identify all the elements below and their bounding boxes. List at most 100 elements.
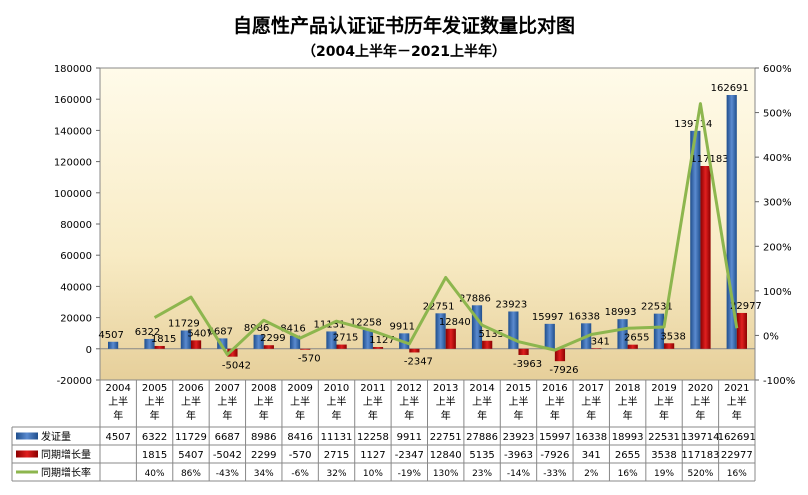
y-tick-label: 0 bbox=[86, 345, 92, 356]
chart-subtitle: （2004上半年－2021上半年） bbox=[302, 43, 506, 60]
issued-bar-label: 27886 bbox=[459, 293, 491, 304]
table-cell: -43% bbox=[216, 469, 240, 479]
issued-bar-label: 162691 bbox=[711, 83, 749, 94]
category-label: 上半 bbox=[181, 395, 201, 408]
growth-bar bbox=[482, 340, 493, 349]
growth-bar bbox=[736, 312, 747, 349]
category-label: 2014 bbox=[469, 383, 494, 394]
table-cell: 32% bbox=[327, 469, 347, 479]
category-label: 上半 bbox=[399, 395, 419, 408]
growth-bar-label: 341 bbox=[591, 336, 610, 347]
y-tick-label: 40000 bbox=[60, 282, 92, 293]
issued-bar-label: 18993 bbox=[605, 307, 637, 318]
y-tick-label: 140000 bbox=[54, 126, 92, 137]
table-cell: -3963 bbox=[504, 450, 533, 461]
y-tick-label: 180000 bbox=[54, 64, 92, 75]
category-label: 年 bbox=[659, 409, 669, 422]
growth-bar-label: 2715 bbox=[333, 333, 358, 344]
issued-bar bbox=[144, 338, 155, 349]
category-label: 年 bbox=[623, 409, 633, 422]
category-label: 上半 bbox=[618, 395, 638, 408]
category-label: 2009 bbox=[287, 383, 312, 394]
growth-bar-label: 5407 bbox=[187, 328, 212, 339]
category-label: 上半 bbox=[690, 395, 710, 408]
table-cell: 11729 bbox=[175, 432, 207, 443]
growth-bar bbox=[154, 345, 165, 349]
legend-label: 同期增长量 bbox=[41, 448, 91, 461]
category-label: 年 bbox=[368, 409, 378, 422]
y2-tick-label: 600% bbox=[763, 64, 792, 75]
table-cell: 22531 bbox=[648, 432, 680, 443]
category-label: 上半 bbox=[581, 395, 601, 408]
issued-bar-label: 15997 bbox=[532, 312, 564, 323]
issued-bar-label: 4507 bbox=[98, 330, 123, 341]
table-cell: 139714 bbox=[681, 432, 719, 443]
growth-bar bbox=[591, 348, 602, 349]
y2-tick-label: 500% bbox=[763, 109, 792, 120]
issued-bar-label: 16338 bbox=[568, 311, 600, 322]
table-cell: -7926 bbox=[540, 450, 569, 461]
legend-label: 同期增长率 bbox=[41, 466, 91, 479]
category-label: 上半 bbox=[145, 395, 165, 408]
legend-key bbox=[16, 470, 38, 474]
category-label: 上半 bbox=[654, 395, 674, 408]
table-cell: -5042 bbox=[213, 450, 242, 461]
table-cell: 520% bbox=[688, 469, 714, 479]
category-label: 年 bbox=[113, 409, 123, 422]
issued-bar bbox=[253, 334, 264, 349]
growth-bar-label: -7926 bbox=[549, 365, 578, 376]
category-label: 年 bbox=[550, 409, 560, 422]
category-label: 年 bbox=[441, 409, 451, 422]
legend-key bbox=[16, 450, 38, 458]
y-tick-label: 80000 bbox=[60, 220, 92, 231]
issued-bar-label: 139714 bbox=[674, 119, 712, 130]
y2-tick-label: 100% bbox=[763, 287, 792, 298]
category-label: 年 bbox=[186, 409, 196, 422]
category-label: 上半 bbox=[217, 395, 237, 408]
table-cell: 15997 bbox=[539, 432, 571, 443]
table-cell: 23% bbox=[472, 469, 492, 479]
issued-bar bbox=[289, 335, 301, 349]
issued-bar bbox=[471, 305, 483, 349]
issued-bar-label: 12258 bbox=[350, 318, 382, 329]
category-label: 年 bbox=[586, 409, 596, 422]
table-cell: 2715 bbox=[324, 450, 349, 461]
issued-bar bbox=[617, 319, 628, 349]
table-cell: 8986 bbox=[251, 432, 276, 443]
table-cell: 34% bbox=[254, 469, 274, 479]
issued-bar-label: 11729 bbox=[168, 319, 200, 330]
y2-tick-label: 400% bbox=[763, 153, 792, 164]
issued-bar bbox=[217, 338, 228, 349]
y2-tick-label: 200% bbox=[763, 242, 792, 253]
y-tick-label: 100000 bbox=[54, 189, 92, 200]
table-cell: 5407 bbox=[178, 450, 203, 461]
category-label: 2020 bbox=[688, 383, 713, 394]
category-label: 2011 bbox=[360, 383, 385, 394]
issued-bar-label: 6687 bbox=[208, 326, 233, 337]
chart-title: 自愿性产品认证证书历年发证数量比对图 bbox=[233, 14, 575, 37]
growth-bar bbox=[554, 348, 566, 362]
category-label: 2006 bbox=[178, 383, 203, 394]
y-tick-label: 160000 bbox=[54, 95, 92, 106]
category-label: 上半 bbox=[108, 395, 128, 408]
issued-bar bbox=[180, 330, 191, 349]
growth-bar-label: -2347 bbox=[404, 356, 433, 367]
table-cell: 3538 bbox=[651, 450, 676, 461]
table-cell: 6322 bbox=[142, 432, 167, 443]
growth-bar bbox=[300, 348, 311, 350]
y-tick-label: -20000 bbox=[57, 376, 92, 387]
table-cell: 23923 bbox=[503, 432, 535, 443]
growth-bar-label: 22977 bbox=[730, 301, 762, 312]
table-cell: 5135 bbox=[469, 450, 494, 461]
table-cell: 19% bbox=[654, 469, 674, 479]
table-cell: -570 bbox=[289, 450, 312, 461]
growth-bar bbox=[664, 343, 675, 349]
growth-bar-label: 2299 bbox=[260, 333, 285, 344]
growth-bar bbox=[372, 347, 384, 349]
category-label: 2018 bbox=[615, 383, 640, 394]
table-cell: 22751 bbox=[430, 432, 462, 443]
category-label: 2007 bbox=[215, 383, 240, 394]
y2-tick-label: -100% bbox=[763, 376, 795, 387]
category-label: 年 bbox=[259, 409, 269, 422]
